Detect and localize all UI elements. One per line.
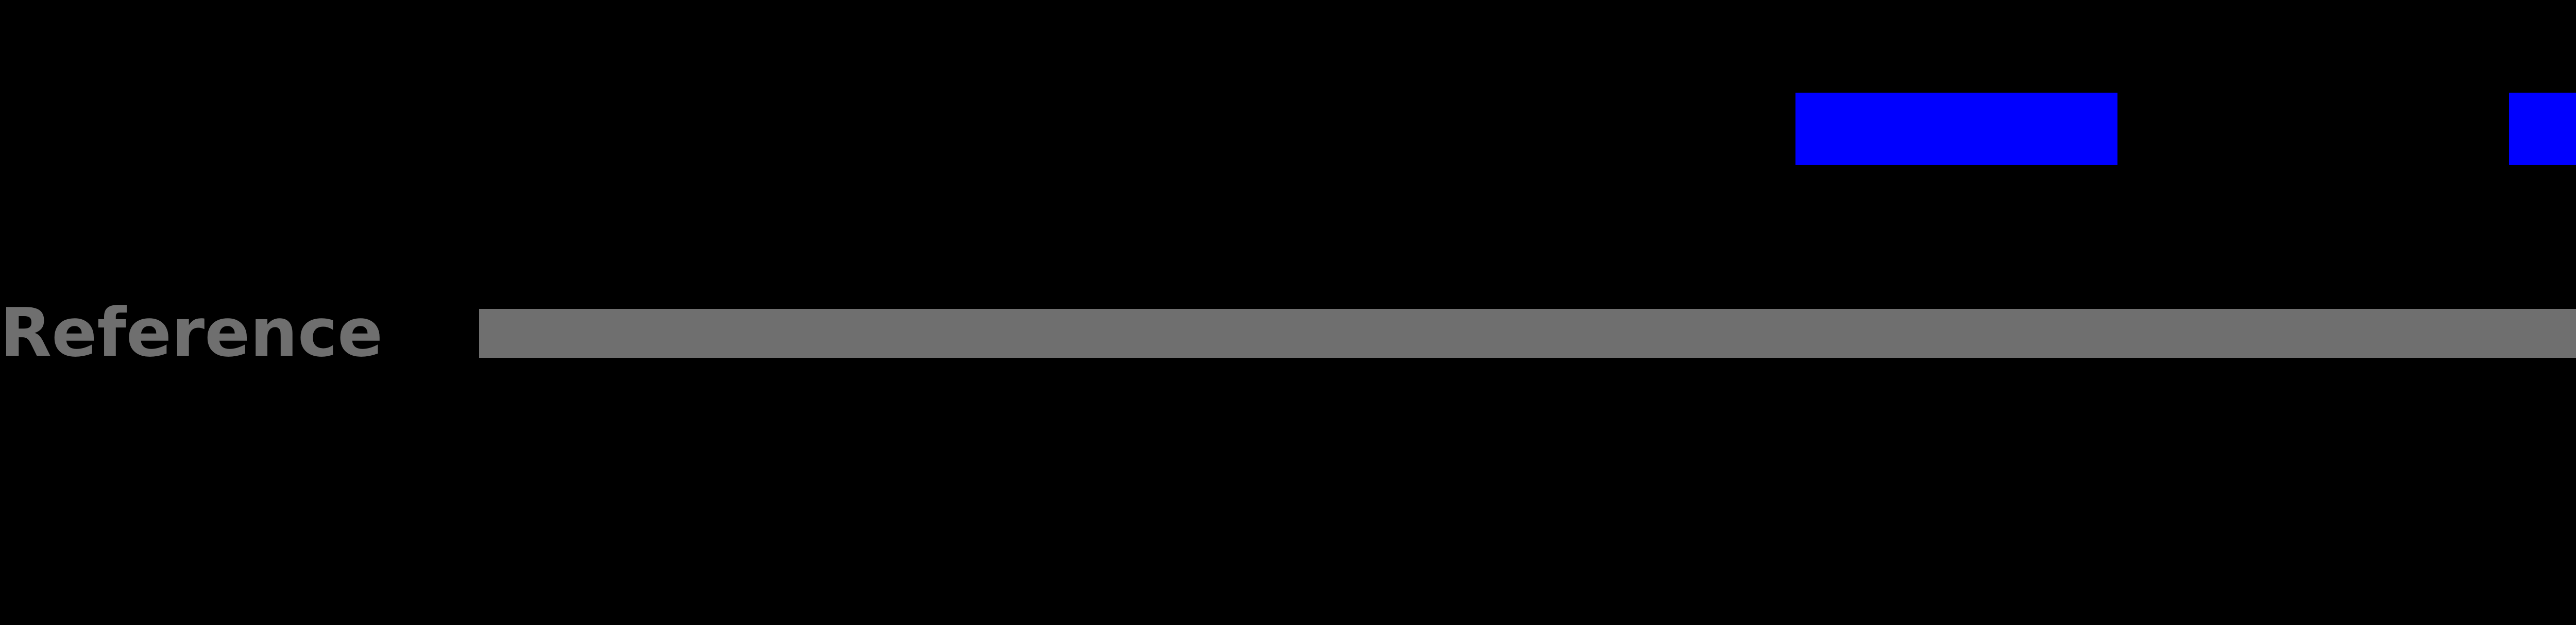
reference-track (479, 309, 2576, 358)
feature-block (2509, 93, 2576, 165)
feature-block (1795, 93, 2117, 165)
diagram-canvas: Reference (0, 0, 2576, 625)
reference-label: Reference (0, 293, 383, 372)
